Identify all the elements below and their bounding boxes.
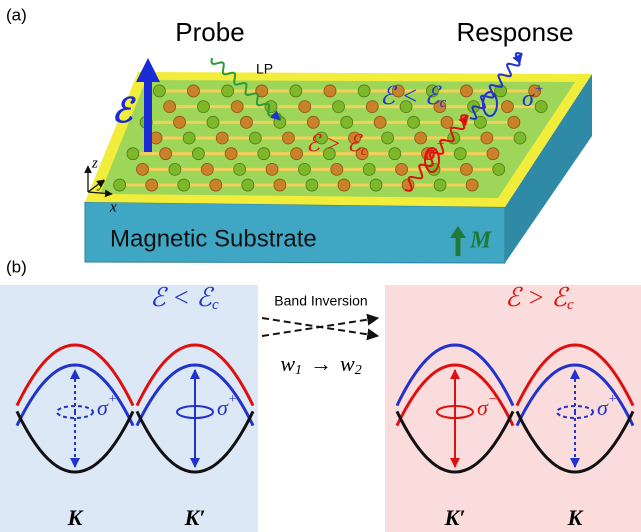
atom	[298, 163, 310, 175]
substrate-label: Magnetic Substrate	[110, 225, 317, 252]
atom	[282, 132, 294, 144]
lp-label: LP	[256, 61, 273, 77]
atom	[146, 179, 158, 191]
atom	[535, 101, 547, 113]
atom	[216, 132, 228, 144]
y-label: y	[96, 175, 105, 191]
atom	[178, 179, 190, 191]
atom	[460, 85, 472, 97]
atom	[366, 101, 378, 113]
condition-high: ℰ > ℰc	[505, 283, 574, 313]
atom	[258, 148, 270, 160]
valley-label: K′	[444, 505, 466, 530]
atom	[389, 148, 401, 160]
atom	[222, 85, 234, 97]
atom	[307, 116, 319, 128]
atom	[153, 85, 165, 97]
atom	[493, 163, 505, 175]
atom	[374, 116, 386, 128]
atom	[514, 132, 526, 144]
transition-label: Band Inversion	[274, 293, 367, 309]
valley-label: K	[67, 505, 84, 530]
atom	[501, 101, 513, 113]
x-label: x	[109, 199, 117, 215]
atom	[396, 163, 408, 175]
atom	[466, 179, 478, 191]
atom	[341, 116, 353, 128]
atom	[274, 179, 286, 191]
atom	[169, 163, 181, 175]
atom	[481, 132, 493, 144]
atom	[242, 179, 254, 191]
condition-low: ℰ < ℰc	[150, 283, 219, 313]
atom	[137, 163, 149, 175]
sigma-sign: +	[228, 392, 237, 407]
response-wave-head	[521, 54, 522, 55]
figure: (a) Probe Response LP ℰ ℰ < ℰc ℰ > ℰc σ+…	[0, 0, 641, 532]
z-label: z	[91, 155, 98, 171]
atom	[363, 163, 375, 175]
condition-high: ℰ > ℰc	[306, 131, 368, 159]
atom	[160, 148, 172, 160]
response-label: Response	[456, 17, 573, 47]
atom	[487, 148, 499, 160]
transition-formula: w1→w2	[280, 351, 361, 378]
atom	[434, 179, 446, 191]
condition-low: ℰ < ℰc	[380, 83, 447, 112]
atom	[192, 148, 204, 160]
atom	[508, 116, 520, 128]
atom	[291, 148, 303, 160]
probe-wave-head	[279, 119, 280, 120]
atom	[382, 132, 394, 144]
probe-label: Probe	[175, 17, 244, 47]
atom	[358, 85, 370, 97]
atom	[408, 116, 420, 128]
atom	[266, 163, 278, 175]
panel-label: (a)	[6, 5, 27, 24]
atom	[188, 85, 200, 97]
valley-label: K	[567, 505, 584, 530]
sigma-sign: +	[608, 392, 617, 407]
atom	[441, 116, 453, 128]
atom	[127, 148, 139, 160]
inversion-arrows	[262, 318, 378, 336]
panel-label: (b)	[6, 257, 27, 276]
atom	[225, 148, 237, 160]
atom	[174, 116, 186, 128]
atom	[197, 101, 209, 113]
sigma-sign: −	[488, 392, 497, 407]
atom	[207, 116, 219, 128]
atom	[234, 163, 246, 175]
emission-wave-head	[467, 116, 468, 117]
atom	[306, 179, 318, 191]
atom	[210, 179, 222, 191]
atom	[333, 101, 345, 113]
magnetization-label: M	[469, 228, 493, 254]
atom	[114, 179, 126, 191]
atom	[265, 101, 277, 113]
atom	[201, 163, 213, 175]
atom	[290, 85, 302, 97]
valley-label: K′	[184, 505, 206, 530]
atom	[240, 116, 252, 128]
atom	[299, 101, 311, 113]
atom	[231, 101, 243, 113]
atom	[249, 132, 261, 144]
atom	[454, 148, 466, 160]
atom	[183, 132, 195, 144]
field-arrow-head	[136, 58, 160, 82]
sigma-sign: +	[108, 392, 117, 407]
atom	[460, 163, 472, 175]
atom	[370, 179, 382, 191]
atom	[338, 179, 350, 191]
atom	[164, 101, 176, 113]
atom	[331, 163, 343, 175]
atom	[324, 85, 336, 97]
